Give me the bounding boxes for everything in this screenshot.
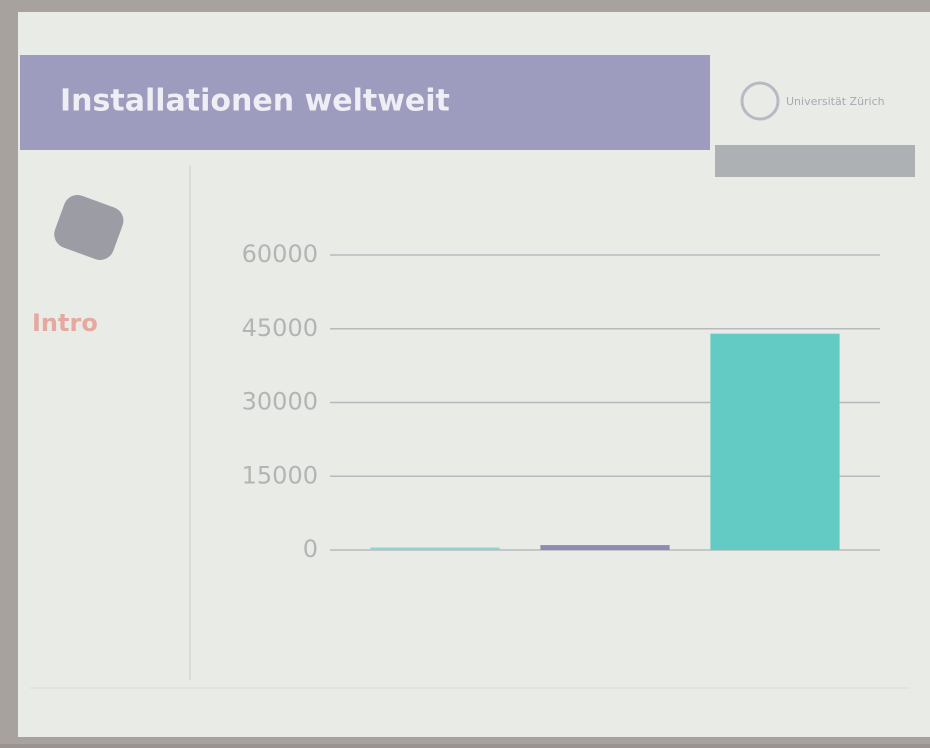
bar [710,334,839,550]
bar [370,548,499,550]
y-tick-label: 15000 [242,461,318,489]
bar [540,545,669,550]
section-label: Intro [32,309,98,337]
slide: Installationen weltweit Universität Züri… [0,0,930,744]
y-tick-label: 60000 [242,240,318,268]
header-strip [715,145,915,177]
y-tick-label: 30000 [242,388,318,416]
slide-title: Installationen weltweit [60,84,450,119]
page: Installationen weltweit Universität Züri… [0,0,930,744]
y-tick-label: 45000 [242,314,318,342]
y-tick-label: 0 [303,535,318,563]
logo-text: Universität Zürich [786,95,885,108]
